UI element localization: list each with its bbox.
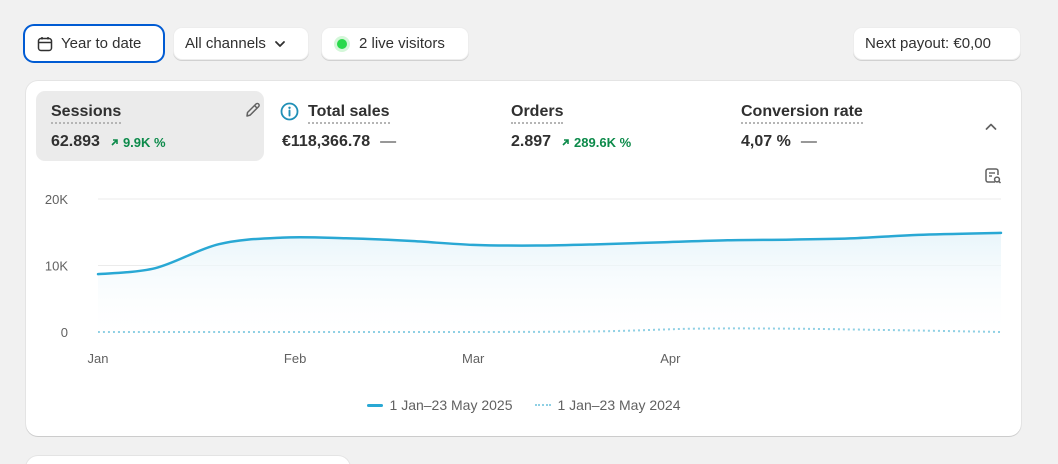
- y-tick-label: 20K: [45, 192, 68, 207]
- legend-solid-swatch: [366, 403, 383, 407]
- x-tick-label: Jan: [88, 351, 109, 366]
- analytics-card: Sessions 62.893 9.9K % Total sales €118,…: [26, 81, 1021, 436]
- metric-orders[interactable]: Orders 2.897 289.6K %: [511, 91, 731, 161]
- x-tick-label: Feb: [284, 351, 306, 366]
- x-tick-label: Mar: [462, 351, 485, 366]
- next-payout-button[interactable]: Next payout: €0,00: [853, 27, 1021, 60]
- metric-label: Orders: [511, 103, 564, 124]
- metric-value: €118,366.78: [282, 133, 371, 150]
- metric-change: —: [380, 133, 397, 150]
- chevron-up-icon[interactable]: [983, 119, 999, 135]
- sessions-chart: 20K 10K 0 Jan Feb Mar Apr: [45, 192, 1003, 366]
- metric-label: Total sales: [308, 103, 390, 124]
- chart-search-icon[interactable]: [984, 167, 1002, 185]
- metric-conversion-rate[interactable]: Conversion rate 4,07 % —: [741, 91, 961, 161]
- y-tick-label: 0: [61, 325, 68, 340]
- chevron-down-icon: [274, 38, 286, 50]
- metric-value: 4,07 %: [741, 133, 791, 150]
- legend-item-current[interactable]: 1 Jan–23 May 2025: [366, 397, 513, 413]
- x-tick-label: Apr: [660, 351, 681, 366]
- series-line-comparison: [98, 327, 1002, 334]
- metric-label: Sessions: [51, 103, 122, 124]
- calendar-icon: [37, 36, 53, 52]
- arrow-up-right-icon: [110, 138, 119, 147]
- legend-label: 1 Jan–23 May 2024: [557, 397, 681, 413]
- live-visitors-label: 2 live visitors: [359, 35, 445, 52]
- y-tick-label: 10K: [45, 259, 68, 274]
- series-line-current: [96, 231, 1003, 276]
- series-area-current: [98, 232, 1001, 332]
- next-card: [26, 456, 350, 464]
- channels-dropdown[interactable]: All channels: [173, 27, 309, 60]
- metric-change: 289.6K %: [561, 135, 631, 150]
- metric-sessions[interactable]: Sessions 62.893 9.9K %: [36, 91, 264, 161]
- toolbar: Year to date All channels 2 live visitor…: [25, 26, 1021, 61]
- live-dot-icon: [337, 38, 347, 49]
- chart-legend: 1 Jan–23 May 2025 1 Jan–23 May 2024: [26, 397, 1021, 413]
- arrow-up-right-icon: [561, 138, 570, 147]
- channels-label: All channels: [185, 35, 266, 52]
- metric-change-value: 289.6K %: [574, 134, 632, 150]
- metric-change: —: [800, 133, 817, 150]
- metric-total-sales[interactable]: Total sales €118,366.78 —: [280, 91, 500, 161]
- metric-change-value: 9.9K %: [122, 134, 166, 150]
- metric-value: 62.893: [51, 133, 100, 150]
- date-range-button[interactable]: Year to date: [25, 26, 163, 61]
- legend-label: 1 Jan–23 May 2025: [389, 397, 513, 413]
- metric-change: 9.9K %: [110, 135, 166, 150]
- metric-label: Conversion rate: [741, 103, 863, 124]
- legend-dotted-swatch: [534, 404, 551, 406]
- metric-value: 2.897: [511, 133, 552, 150]
- pencil-icon[interactable]: [244, 101, 262, 119]
- legend-item-comparison[interactable]: 1 Jan–23 May 2024: [534, 397, 681, 413]
- live-visitors-button[interactable]: 2 live visitors: [321, 27, 469, 60]
- info-icon[interactable]: [280, 102, 299, 121]
- next-payout-label: Next payout: €0,00: [865, 35, 991, 52]
- date-range-label: Year to date: [61, 35, 142, 52]
